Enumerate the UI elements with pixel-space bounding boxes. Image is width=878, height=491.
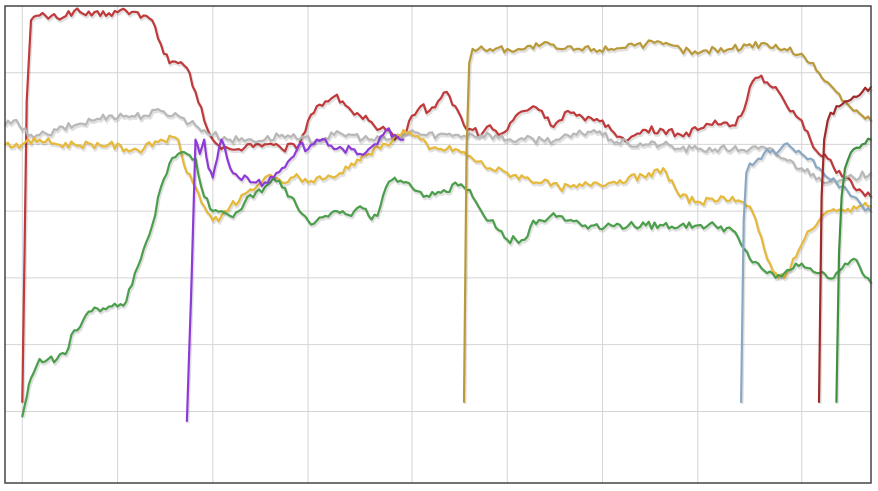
series-line-1 — [21, 7, 873, 403]
series-shadow — [818, 88, 874, 404]
plot-background — [5, 6, 871, 483]
series-line-7 — [740, 142, 873, 403]
series-line-5 — [185, 127, 405, 423]
series-line-9 — [835, 137, 873, 403]
series-line-2 — [3, 108, 873, 185]
series-line-3 — [3, 128, 873, 279]
series-lines — [3, 7, 874, 424]
series-line-4 — [21, 150, 873, 418]
series-line-6 — [462, 39, 873, 403]
series-shadow — [4, 109, 874, 187]
series-line-8 — [817, 86, 873, 403]
plot-border — [4, 5, 872, 484]
series-shadow — [21, 152, 874, 419]
series-shadow — [186, 128, 405, 424]
grid-lines — [5, 6, 871, 483]
